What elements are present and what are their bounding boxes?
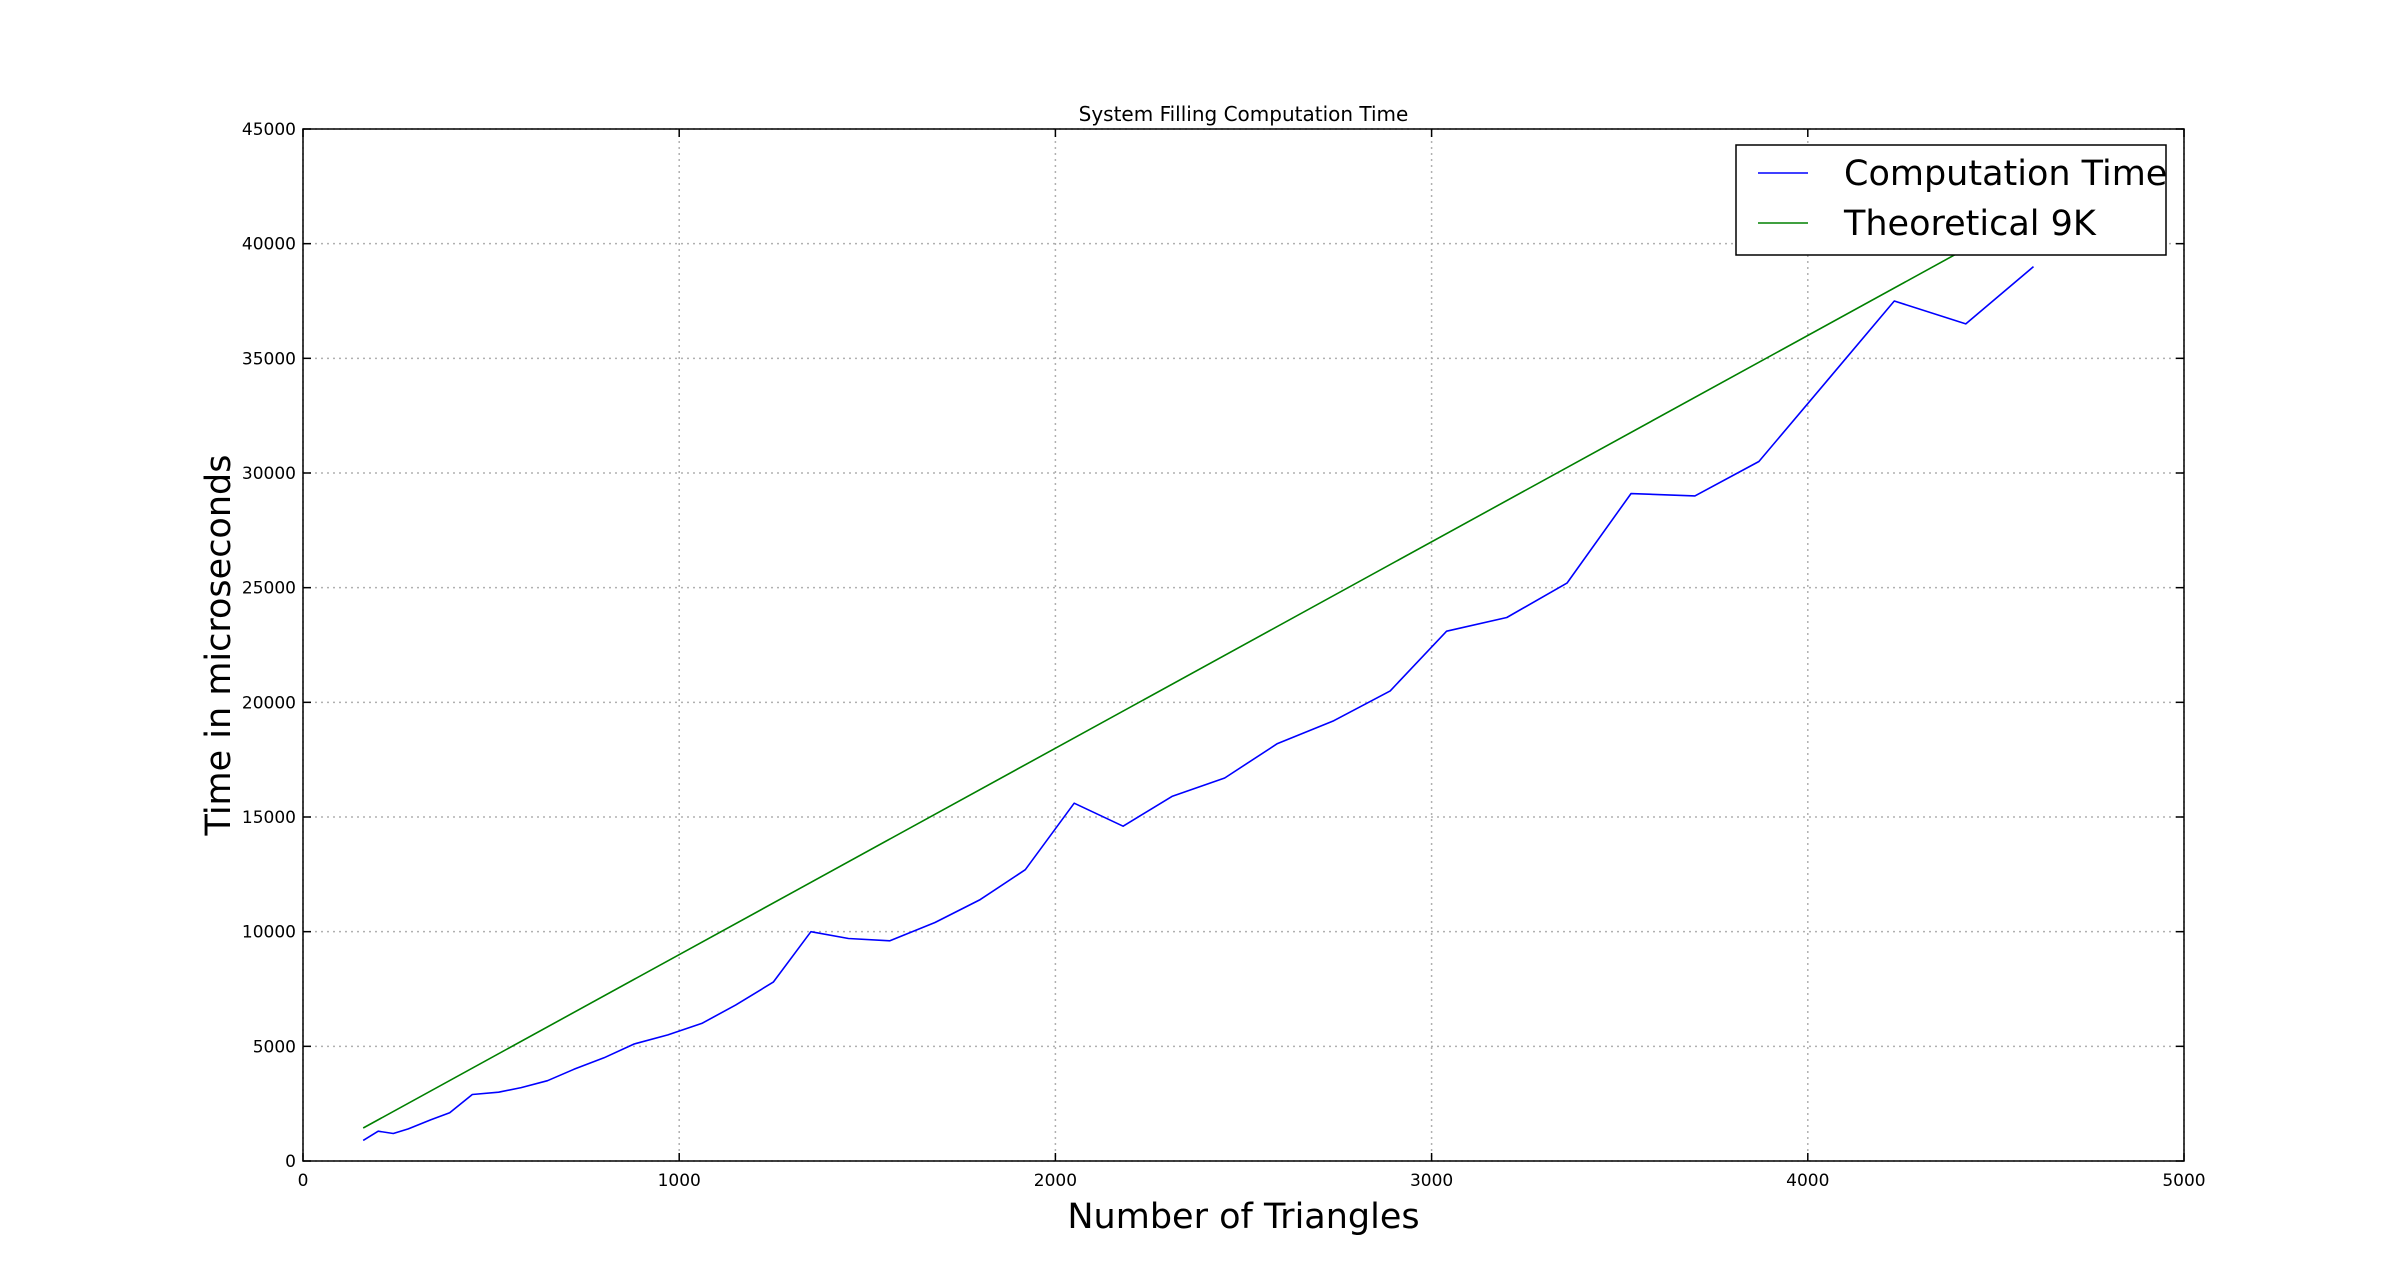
y-tick-label: 0 — [285, 1152, 296, 1172]
legend-label-0: Computation Time — [1844, 154, 2167, 194]
legend-box — [1735, 144, 2167, 256]
x-tick-label: 3000 — [1410, 1171, 1453, 1191]
chart-title: System Filling Computation Time — [1079, 102, 1409, 126]
y-tick-label: 15000 — [242, 808, 296, 828]
legend: Computation Time Theoretical 9K — [1735, 144, 2167, 256]
x-tick-label: 1000 — [658, 1171, 701, 1191]
x-tick-label: 5000 — [2162, 1171, 2205, 1191]
ticks-layer: 0 1000 2000 3000 4000 5000 0 5000 10000 15000 2000… — [242, 120, 2206, 1191]
y-tick-label: 5000 — [253, 1037, 296, 1057]
x-tick-label: 2000 — [1034, 1171, 1077, 1191]
x-tick-label: 0 — [298, 1171, 309, 1191]
y-tick-label: 40000 — [242, 235, 296, 255]
y-tick-label: 20000 — [242, 693, 296, 713]
y-tick-label: 25000 — [242, 579, 296, 599]
legend-entries: Computation Time Theoretical 9K — [1758, 154, 2167, 244]
y-tick-label: 45000 — [242, 120, 296, 140]
series-line-1 — [362, 210, 2034, 1129]
series-line-0 — [362, 265, 2035, 1142]
legend-label-1: Theoretical 9K — [1843, 204, 2097, 244]
plot-frame — [302, 128, 2185, 1162]
x-tick-label: 4000 — [1786, 1171, 1829, 1191]
series-layer — [362, 210, 2035, 1142]
y-axis-label: Time in microseconds — [199, 455, 239, 837]
plot-area — [362, 210, 2035, 1142]
y-tick-label: 35000 — [242, 349, 296, 369]
x-axis-label: Number of Triangles — [1067, 1197, 1419, 1237]
y-tick-label: 10000 — [242, 923, 296, 943]
y-tick-label: 30000 — [242, 464, 296, 484]
